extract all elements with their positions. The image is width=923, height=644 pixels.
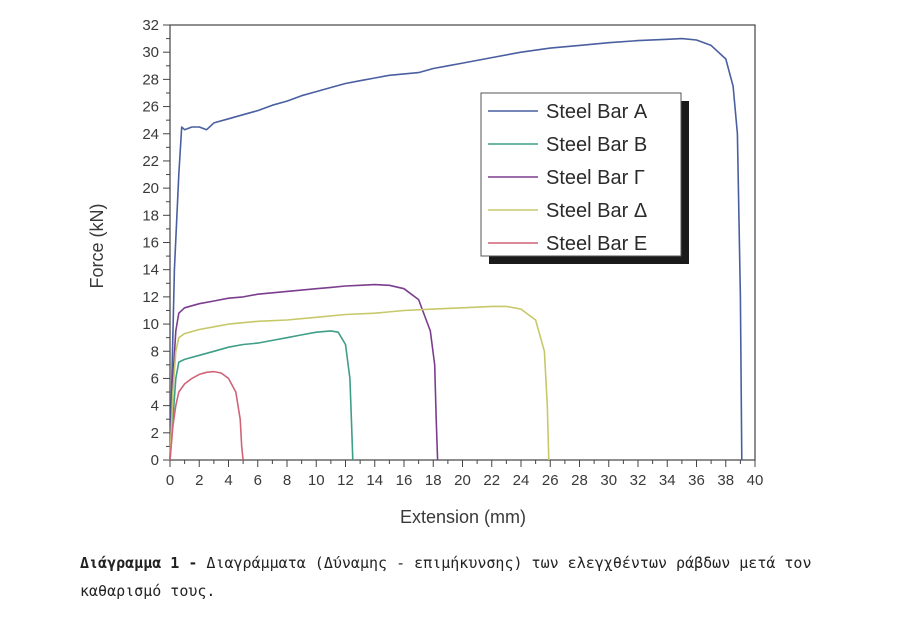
y-tick-label: 4 xyxy=(151,398,159,415)
y-tick-label: 18 xyxy=(142,207,159,224)
x-tick-label: 14 xyxy=(366,472,383,489)
x-tick-label: 16 xyxy=(396,472,413,489)
y-tick-label: 26 xyxy=(142,99,159,116)
x-tick-label: 20 xyxy=(454,472,471,489)
y-tick-label: 22 xyxy=(142,153,159,170)
y-tick-label: 24 xyxy=(142,126,159,143)
caption-label: Διάγραμμα 1 - xyxy=(80,554,198,572)
y-tick-label: 8 xyxy=(151,343,159,360)
x-tick-label: 18 xyxy=(425,472,442,489)
x-axis-title: Extension (mm) xyxy=(400,507,526,527)
legend-label: Steel Bar Ε xyxy=(546,233,647,255)
y-tick-label: 16 xyxy=(142,235,159,252)
y-tick-label: 12 xyxy=(142,289,159,306)
x-tick-label: 6 xyxy=(254,472,262,489)
y-tick-label: 28 xyxy=(142,71,159,88)
x-tick-label: 2 xyxy=(195,472,203,489)
y-tick-label: 6 xyxy=(151,370,159,387)
x-tick-label: 34 xyxy=(659,472,676,489)
series-line-2 xyxy=(169,330,354,461)
x-tick-label: 8 xyxy=(283,472,291,489)
y-tick-label: 10 xyxy=(142,316,159,333)
legend-label: Steel Bar Β xyxy=(546,134,647,156)
x-tick-label: 36 xyxy=(688,472,705,489)
legend-label: Steel Bar Δ xyxy=(546,200,647,222)
y-axis-title: Force (kN) xyxy=(87,204,107,289)
y-tick-label: 30 xyxy=(142,44,159,61)
x-tick-label: 26 xyxy=(542,472,559,489)
y-tick-label: 32 xyxy=(142,17,159,34)
x-tick-label: 24 xyxy=(513,472,530,489)
legend: Steel Bar Α Steel Bar Β Steel Bar Γ Steel B… xyxy=(480,92,689,264)
series-layer xyxy=(169,37,743,461)
series-line-1 xyxy=(169,37,743,461)
series-line-4 xyxy=(169,305,550,461)
series-line-5 xyxy=(169,370,244,461)
x-tick-label: 12 xyxy=(337,472,354,489)
x-tick-label: 30 xyxy=(600,472,617,489)
figure-caption: Διάγραμμα 1 - Διαγράμματα (Δύναμης - επι… xyxy=(80,549,860,605)
legend-label: Steel Bar Γ xyxy=(546,167,645,189)
x-tick-label: 10 xyxy=(308,472,325,489)
x-tick-label: 32 xyxy=(630,472,647,489)
x-tick-label: 22 xyxy=(483,472,500,489)
y-tick-label: 14 xyxy=(142,262,159,279)
x-tick-label: 28 xyxy=(571,472,588,489)
x-tick-label: 4 xyxy=(224,472,232,489)
x-axis: 0 2 4 6 8 10 12 14 16 18 20 22 24 26 28 30 32 34 36 38 40 xyxy=(166,460,764,489)
x-tick-label: 40 xyxy=(747,472,764,489)
legend-box xyxy=(480,92,682,257)
y-tick-label: 0 xyxy=(151,452,159,469)
series-line-3 xyxy=(169,283,439,461)
y-tick-label: 20 xyxy=(142,180,159,197)
y-tick-label: 2 xyxy=(151,425,159,442)
caption-text: Διαγράμματα (Δύναμης - επιμήκυνσης) των … xyxy=(80,554,812,600)
legend-label: Steel Bar Α xyxy=(546,101,648,123)
x-tick-label: 38 xyxy=(717,472,734,489)
x-tick-label: 0 xyxy=(166,472,174,489)
